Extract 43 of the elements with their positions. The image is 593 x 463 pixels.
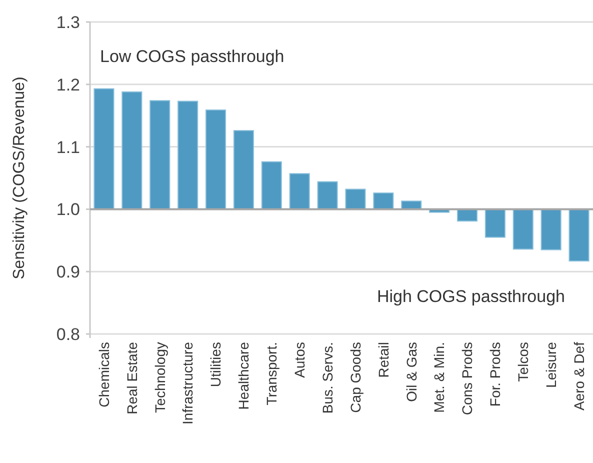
y-tick-label: 1.2	[56, 75, 80, 94]
bar	[484, 208, 506, 238]
bar	[261, 161, 282, 210]
x-tick-label: Aero & Def	[570, 342, 587, 410]
x-tick-label: Chemicals	[96, 342, 112, 408]
x-tick-label: Healthcare	[236, 342, 252, 410]
x-tick-label: Retail	[375, 342, 392, 378]
y-tick-label: 1.0	[56, 200, 80, 220]
bar	[289, 173, 310, 210]
bar	[512, 208, 534, 250]
bar	[205, 109, 226, 210]
annotation: High COGS passthrough	[376, 287, 565, 306]
y-tick-label: 0.9	[56, 262, 80, 282]
y-tick-label: 0.8	[56, 324, 80, 344]
bar	[540, 208, 562, 250]
x-tick-label: Bus. Servs.	[319, 342, 336, 414]
x-tick-label: Oil & Gas	[403, 342, 420, 402]
x-tick-label: For. Prods	[487, 342, 504, 407]
bar	[150, 100, 170, 210]
x-tick-label: Telcos	[515, 342, 532, 382]
x-tick-label: Met. & Min.	[431, 342, 448, 413]
x-tick-label: Transport.	[264, 342, 280, 406]
bar	[233, 130, 254, 210]
y-axis-title: Sensitivity (COGS/Revenue)	[11, 76, 28, 280]
x-tick-label: Real Estate	[124, 342, 140, 414]
bar	[568, 208, 590, 262]
bar	[345, 188, 366, 210]
bar	[94, 88, 114, 210]
x-tick-label: Infrastructure	[180, 342, 196, 424]
x-tick-label: Leisure	[542, 342, 559, 388]
x-tick-label: Utilities	[208, 342, 224, 388]
bar	[456, 208, 478, 222]
x-tick-label: Cons Prods	[459, 342, 476, 416]
x-tick-label: Autos	[291, 342, 308, 378]
y-tick-label: 1.1	[56, 138, 80, 157]
bar	[373, 192, 394, 210]
y-tick-label: 1.3	[56, 12, 80, 32]
bar	[317, 181, 338, 210]
bar	[178, 100, 198, 210]
x-tick-label: Cap Goods	[347, 342, 364, 413]
annotation: Low COGS passthrough	[100, 47, 284, 66]
bar	[122, 91, 142, 210]
x-tick-label: Technology	[152, 342, 168, 413]
